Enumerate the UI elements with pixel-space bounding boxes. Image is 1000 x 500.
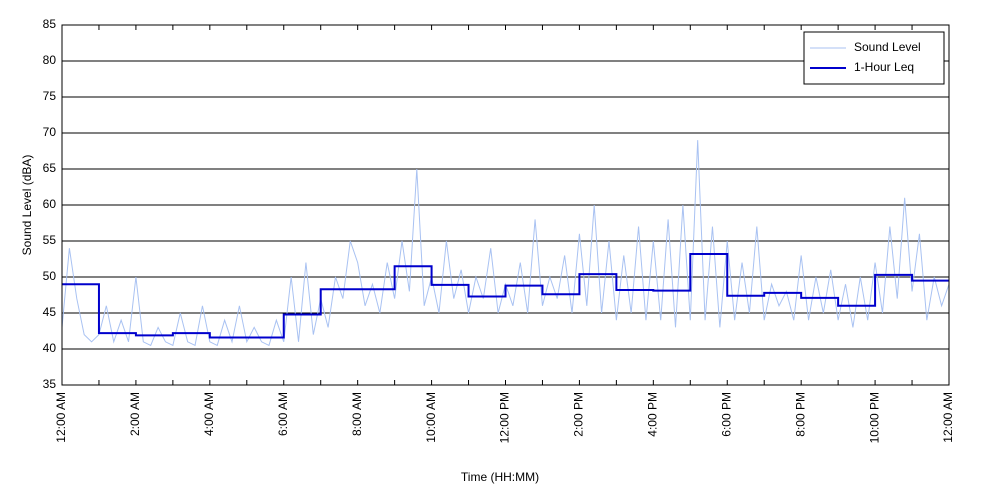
- y-tick-label: 65: [43, 161, 57, 175]
- legend-box: [803, 31, 945, 85]
- x-tick-label: 10:00 AM: [424, 392, 438, 443]
- x-tick-label: 2:00 AM: [128, 392, 142, 436]
- x-tick-label: 4:00 PM: [646, 392, 660, 437]
- x-tick-label: 12:00 PM: [498, 392, 512, 443]
- y-axis-label: Sound Level (dBA): [20, 155, 34, 256]
- data-line: [62, 252, 949, 339]
- x-tick-label: 2:00 PM: [572, 392, 586, 437]
- x-tick-label: 4:00 AM: [202, 392, 216, 436]
- y-tick-label: 40: [43, 341, 57, 355]
- x-tick-label: 6:00 AM: [276, 392, 290, 436]
- legend: Sound Level 1-Hour Leq: [803, 31, 945, 85]
- x-tick-label: 10:00 PM: [867, 392, 881, 443]
- x-tick-label: 12:00 AM: [941, 392, 955, 443]
- x-tick-label: 6:00 PM: [719, 392, 733, 437]
- x-tick-label: 8:00 PM: [793, 392, 807, 437]
- y-tick-label: 35: [43, 377, 57, 391]
- y-tick-label: 85: [43, 17, 57, 31]
- y-tick-label: 55: [43, 233, 57, 247]
- data-line: [61, 140, 950, 347]
- legend-label: Sound Level: [854, 40, 921, 54]
- y-tick-label: 45: [43, 305, 57, 319]
- legend-label: 1-Hour Leq: [854, 60, 914, 74]
- y-tick-label: 50: [43, 269, 57, 283]
- y-tick-label: 70: [43, 125, 57, 139]
- x-axis-label: Time (HH:MM): [461, 470, 539, 484]
- plot-frame: [61, 24, 950, 386]
- y-tick-label: 80: [43, 53, 57, 67]
- y-tick-label: 60: [43, 197, 57, 211]
- x-tick-label: 12:00 AM: [54, 392, 68, 443]
- x-tick-label: 8:00 AM: [350, 392, 364, 436]
- y-tick-label: 75: [43, 89, 57, 103]
